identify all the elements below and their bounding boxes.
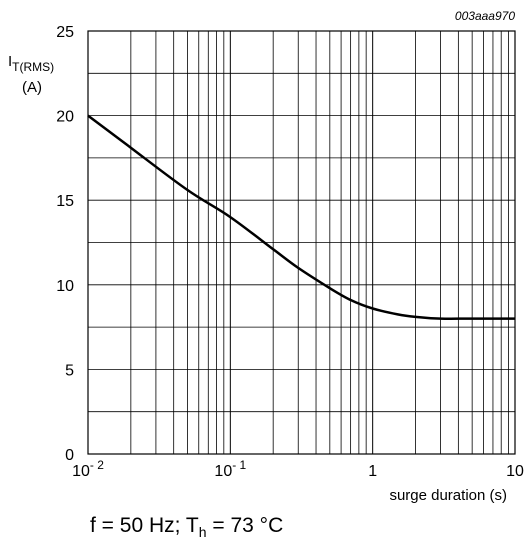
y-tick-label: 10 <box>56 278 74 295</box>
y-tick-label: 15 <box>56 193 74 210</box>
y-axis-label-symbol: I <box>8 53 12 70</box>
x-axis-label: surge duration (s) <box>389 487 507 504</box>
measurement-conditions: f = 50 Hz; Th = 73 °C <box>90 514 283 540</box>
x-tick-label: 10 <box>506 463 524 480</box>
x-tick-label: 10- 2 <box>72 458 104 480</box>
y-tick-label: 25 <box>56 24 74 41</box>
y-axis-unit: (A) <box>22 79 42 96</box>
x-tick-labels: 10- 2 10- 1 1 10 <box>72 458 524 480</box>
y-tick-label: 20 <box>56 109 74 126</box>
figure-code: 003aaa970 <box>455 9 515 23</box>
condition-frequency: f = 50 Hz; T <box>90 514 199 537</box>
y-tick-label: 5 <box>65 362 74 379</box>
x-tick-label: 1 <box>368 463 377 480</box>
condition-temperature: = 73 °C <box>207 514 284 537</box>
y-tick-label: 0 <box>65 447 74 464</box>
grid <box>88 31 515 454</box>
y-axis-label: IT(RMS) <box>8 53 54 74</box>
x-tick-label: 10- 1 <box>214 458 246 480</box>
condition-subscript: h <box>199 524 207 540</box>
plot-frame <box>87 30 516 455</box>
y-tick-labels: 0 5 10 15 20 25 <box>56 24 74 464</box>
y-axis-label-subscript: T(RMS) <box>12 60 54 74</box>
series-line <box>87 114 515 320</box>
